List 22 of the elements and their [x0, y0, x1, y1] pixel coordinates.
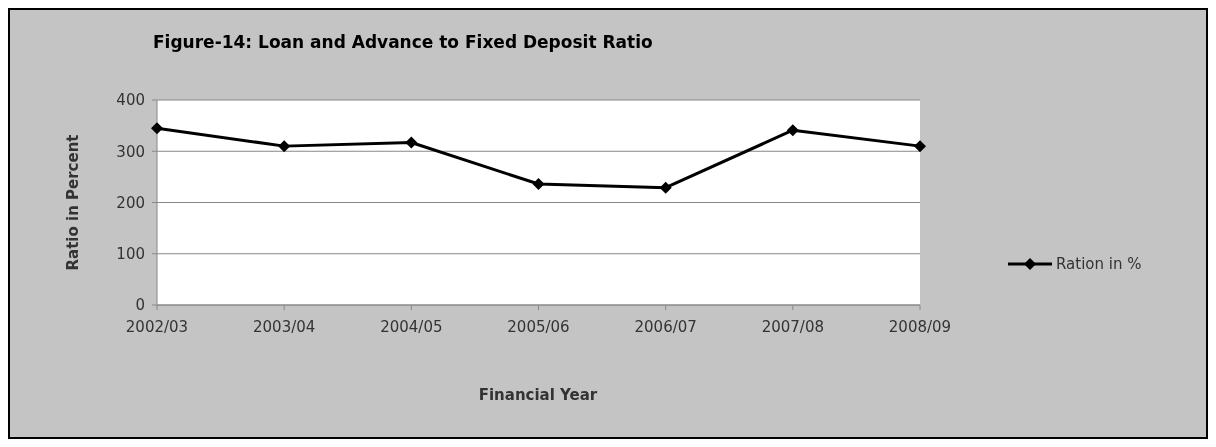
point: [532, 178, 545, 191]
y-tick-label: 300: [116, 142, 145, 161]
point: [151, 122, 163, 135]
point: [914, 140, 926, 153]
x-tick-label: 2006/07: [634, 318, 697, 336]
x-tick-label: 2004/05: [380, 318, 443, 336]
x-tick-label: 2007/08: [761, 318, 824, 336]
x-tick-label: 2008/09: [888, 318, 952, 336]
x-tick-label: 2003/04: [253, 318, 316, 336]
point: [278, 140, 291, 153]
y-tick-label: 200: [116, 193, 145, 212]
y-axis-title: Ratio in Percent: [64, 134, 82, 271]
point: [405, 136, 418, 149]
chart-title: Figure-14: Loan and Advance to Fixed Deposit Ratio: [153, 32, 653, 52]
y-tick-label: 0: [135, 296, 145, 315]
legend-label: Ration in %: [1056, 255, 1142, 274]
y-tick-label: 400: [116, 91, 145, 110]
x-axis-title: Financial Year: [478, 386, 598, 404]
x-tick-label: 2002/03: [125, 318, 189, 336]
point: [786, 124, 799, 137]
y-tick-label: 100: [116, 245, 145, 263]
x-tick-label: 2005/06: [507, 318, 570, 336]
